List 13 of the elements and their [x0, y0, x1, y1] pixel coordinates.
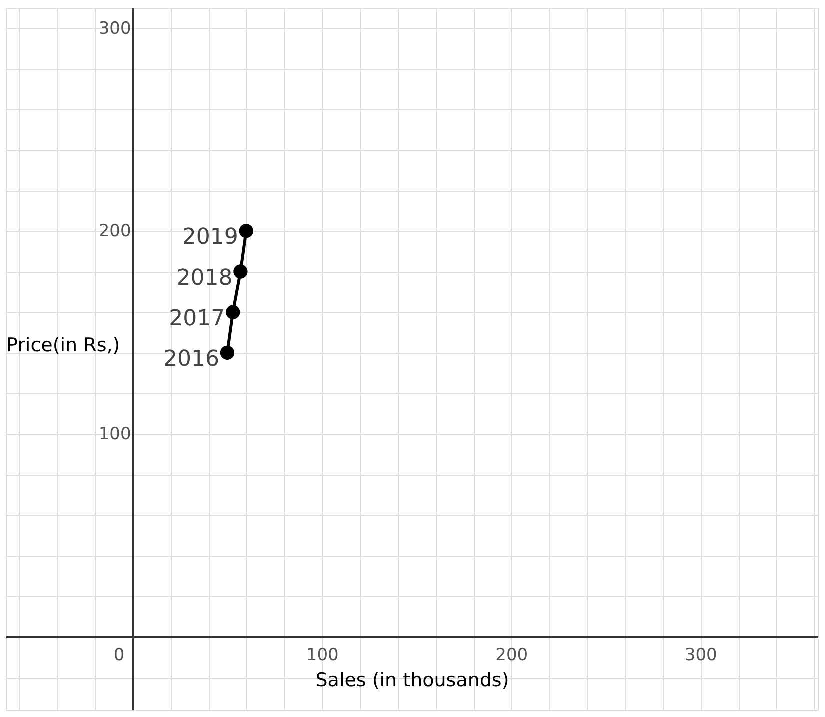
- x-tick-label: 100: [306, 645, 339, 666]
- x-tick-label: 0: [114, 645, 125, 666]
- x-tick-label: 200: [496, 645, 528, 666]
- x-axis-title: Sales (in thousands): [316, 669, 510, 692]
- annotation: 2018: [176, 266, 233, 291]
- y-axis-title: Price(in Rs,): [6, 334, 120, 356]
- annotation: 2016: [163, 346, 220, 372]
- y-tick-label: 100: [98, 424, 132, 445]
- x-tick-label: 300: [684, 645, 718, 666]
- y-tick-label: 200: [98, 222, 132, 242]
- annotation: 2019: [182, 225, 238, 250]
- y-tick-label: 300: [98, 18, 132, 39]
- annotation: 2017: [169, 306, 226, 332]
